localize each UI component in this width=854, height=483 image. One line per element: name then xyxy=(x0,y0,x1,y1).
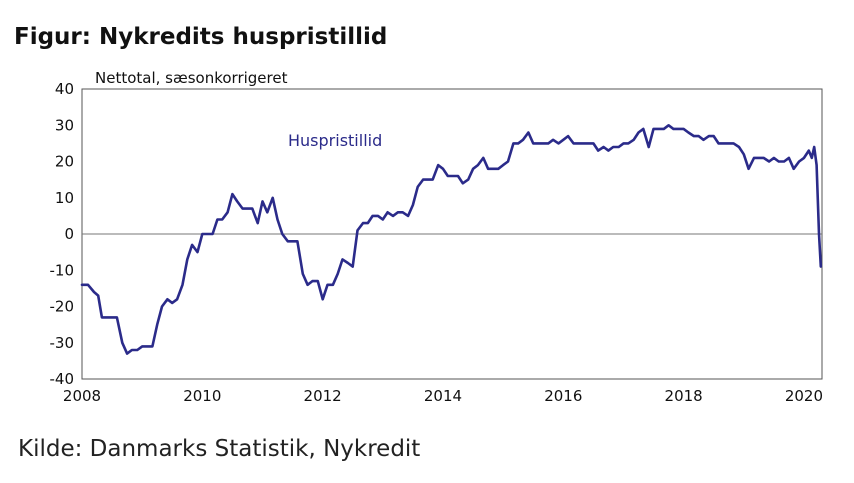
chart-title: Figur: Nykredits huspristillid xyxy=(14,24,388,50)
y-tick-label: 30 xyxy=(55,116,74,134)
axes xyxy=(81,88,823,380)
x-tick-label: 2020 xyxy=(785,387,823,405)
y-tick-label: -40 xyxy=(50,370,75,388)
y-tick-label: 40 xyxy=(55,80,74,98)
series-group xyxy=(80,124,823,355)
x-tick-label: 2010 xyxy=(183,387,221,405)
x-tick-label: 2012 xyxy=(304,387,342,405)
x-tick-label: 2016 xyxy=(544,387,582,405)
series-line xyxy=(80,124,823,355)
series-label: Huspristillid xyxy=(288,131,382,150)
y-tick-label: -30 xyxy=(50,334,75,352)
x-tick-label: 2014 xyxy=(424,387,462,405)
x-tick-label: 2008 xyxy=(63,387,101,405)
y-tick-label: -20 xyxy=(50,298,75,316)
y-tick-label: 10 xyxy=(55,189,74,207)
y-tick-label: 0 xyxy=(64,225,74,243)
source-note: Kilde: Danmarks Statistik, Nykredit xyxy=(18,436,421,462)
y-tick-label: 20 xyxy=(55,153,74,171)
x-tick-label: 2018 xyxy=(665,387,703,405)
y-tick-label: -10 xyxy=(50,261,75,279)
y-axis-label: Nettotal, sæsonkorrigeret xyxy=(95,69,288,87)
